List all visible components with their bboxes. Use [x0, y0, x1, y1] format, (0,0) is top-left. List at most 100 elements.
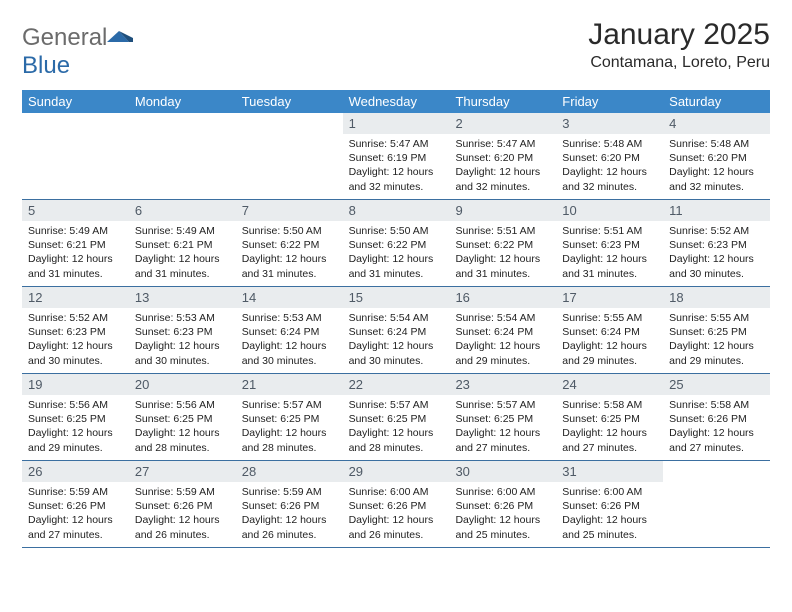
day-details: Sunrise: 5:48 AMSunset: 6:20 PMDaylight:…	[663, 134, 770, 199]
weekday-header: Sunday	[22, 90, 129, 113]
day-number: 9	[449, 200, 556, 221]
weekday-header: Saturday	[663, 90, 770, 113]
day-cell: 8Sunrise: 5:50 AMSunset: 6:22 PMDaylight…	[343, 200, 450, 286]
day-number: 19	[22, 374, 129, 395]
weeks-container: 1Sunrise: 5:47 AMSunset: 6:19 PMDaylight…	[22, 113, 770, 548]
day-number: 17	[556, 287, 663, 308]
day-details: Sunrise: 5:57 AMSunset: 6:25 PMDaylight:…	[449, 395, 556, 460]
week-row: 5Sunrise: 5:49 AMSunset: 6:21 PMDaylight…	[22, 200, 770, 287]
day-number: 26	[22, 461, 129, 482]
day-cell: 5Sunrise: 5:49 AMSunset: 6:21 PMDaylight…	[22, 200, 129, 286]
day-cell: 10Sunrise: 5:51 AMSunset: 6:23 PMDayligh…	[556, 200, 663, 286]
title-block: January 2025 Contamana, Loreto, Peru	[588, 18, 770, 72]
day-number: 15	[343, 287, 450, 308]
calendar: SundayMondayTuesdayWednesdayThursdayFrid…	[22, 90, 770, 548]
empty-cell	[663, 461, 770, 547]
day-cell: 31Sunrise: 6:00 AMSunset: 6:26 PMDayligh…	[556, 461, 663, 547]
day-number: 5	[22, 200, 129, 221]
empty-cell	[22, 113, 129, 199]
day-details: Sunrise: 6:00 AMSunset: 6:26 PMDaylight:…	[343, 482, 450, 547]
logo-word-general: General	[22, 24, 107, 51]
day-cell: 19Sunrise: 5:56 AMSunset: 6:25 PMDayligh…	[22, 374, 129, 460]
day-details: Sunrise: 5:59 AMSunset: 6:26 PMDaylight:…	[22, 482, 129, 547]
day-details: Sunrise: 5:49 AMSunset: 6:21 PMDaylight:…	[22, 221, 129, 286]
day-details: Sunrise: 5:49 AMSunset: 6:21 PMDaylight:…	[129, 221, 236, 286]
day-cell: 24Sunrise: 5:58 AMSunset: 6:25 PMDayligh…	[556, 374, 663, 460]
location: Contamana, Loreto, Peru	[588, 54, 770, 72]
day-number: 29	[343, 461, 450, 482]
day-details: Sunrise: 5:52 AMSunset: 6:23 PMDaylight:…	[22, 308, 129, 373]
day-cell: 16Sunrise: 5:54 AMSunset: 6:24 PMDayligh…	[449, 287, 556, 373]
day-details: Sunrise: 5:52 AMSunset: 6:23 PMDaylight:…	[663, 221, 770, 286]
logo-text: GeneralBlue	[22, 24, 133, 80]
day-number: 18	[663, 287, 770, 308]
day-cell: 3Sunrise: 5:48 AMSunset: 6:20 PMDaylight…	[556, 113, 663, 199]
logo: GeneralBlue	[22, 18, 133, 80]
day-cell: 9Sunrise: 5:51 AMSunset: 6:22 PMDaylight…	[449, 200, 556, 286]
day-cell: 14Sunrise: 5:53 AMSunset: 6:24 PMDayligh…	[236, 287, 343, 373]
day-details: Sunrise: 6:00 AMSunset: 6:26 PMDaylight:…	[449, 482, 556, 547]
page: GeneralBlue January 2025 Contamana, Lore…	[0, 0, 792, 566]
day-number: 6	[129, 200, 236, 221]
weekday-header: Friday	[556, 90, 663, 113]
day-number: 8	[343, 200, 450, 221]
day-number: 20	[129, 374, 236, 395]
day-number: 25	[663, 374, 770, 395]
day-details: Sunrise: 5:51 AMSunset: 6:22 PMDaylight:…	[449, 221, 556, 286]
day-cell: 26Sunrise: 5:59 AMSunset: 6:26 PMDayligh…	[22, 461, 129, 547]
month-title: January 2025	[588, 18, 770, 52]
day-details: Sunrise: 5:55 AMSunset: 6:24 PMDaylight:…	[556, 308, 663, 373]
weekday-header-row: SundayMondayTuesdayWednesdayThursdayFrid…	[22, 90, 770, 113]
day-number: 1	[343, 113, 450, 134]
day-details: Sunrise: 5:58 AMSunset: 6:25 PMDaylight:…	[556, 395, 663, 460]
weekday-header: Wednesday	[343, 90, 450, 113]
day-number: 31	[556, 461, 663, 482]
day-number: 4	[663, 113, 770, 134]
day-cell: 13Sunrise: 5:53 AMSunset: 6:23 PMDayligh…	[129, 287, 236, 373]
day-details: Sunrise: 5:57 AMSunset: 6:25 PMDaylight:…	[343, 395, 450, 460]
day-details: Sunrise: 5:54 AMSunset: 6:24 PMDaylight:…	[343, 308, 450, 373]
day-details: Sunrise: 5:57 AMSunset: 6:25 PMDaylight:…	[236, 395, 343, 460]
day-number: 10	[556, 200, 663, 221]
day-cell: 4Sunrise: 5:48 AMSunset: 6:20 PMDaylight…	[663, 113, 770, 199]
week-row: 1Sunrise: 5:47 AMSunset: 6:19 PMDaylight…	[22, 113, 770, 200]
weekday-header: Tuesday	[236, 90, 343, 113]
day-number: 2	[449, 113, 556, 134]
week-row: 19Sunrise: 5:56 AMSunset: 6:25 PMDayligh…	[22, 374, 770, 461]
day-number: 12	[22, 287, 129, 308]
day-cell: 15Sunrise: 5:54 AMSunset: 6:24 PMDayligh…	[343, 287, 450, 373]
day-number: 11	[663, 200, 770, 221]
day-cell: 1Sunrise: 5:47 AMSunset: 6:19 PMDaylight…	[343, 113, 450, 199]
header: GeneralBlue January 2025 Contamana, Lore…	[22, 18, 770, 80]
day-details: Sunrise: 5:51 AMSunset: 6:23 PMDaylight:…	[556, 221, 663, 286]
day-details: Sunrise: 5:54 AMSunset: 6:24 PMDaylight:…	[449, 308, 556, 373]
day-cell: 7Sunrise: 5:50 AMSunset: 6:22 PMDaylight…	[236, 200, 343, 286]
day-number: 14	[236, 287, 343, 308]
day-cell: 23Sunrise: 5:57 AMSunset: 6:25 PMDayligh…	[449, 374, 556, 460]
day-number: 3	[556, 113, 663, 134]
day-details: Sunrise: 5:55 AMSunset: 6:25 PMDaylight:…	[663, 308, 770, 373]
day-cell: 28Sunrise: 5:59 AMSunset: 6:26 PMDayligh…	[236, 461, 343, 547]
day-details: Sunrise: 5:53 AMSunset: 6:23 PMDaylight:…	[129, 308, 236, 373]
day-cell: 22Sunrise: 5:57 AMSunset: 6:25 PMDayligh…	[343, 374, 450, 460]
day-number: 7	[236, 200, 343, 221]
logo-word-blue: Blue	[22, 52, 70, 79]
day-cell: 12Sunrise: 5:52 AMSunset: 6:23 PMDayligh…	[22, 287, 129, 373]
day-details: Sunrise: 6:00 AMSunset: 6:26 PMDaylight:…	[556, 482, 663, 547]
day-details: Sunrise: 5:56 AMSunset: 6:25 PMDaylight:…	[129, 395, 236, 460]
day-cell: 17Sunrise: 5:55 AMSunset: 6:24 PMDayligh…	[556, 287, 663, 373]
day-number: 27	[129, 461, 236, 482]
day-cell: 6Sunrise: 5:49 AMSunset: 6:21 PMDaylight…	[129, 200, 236, 286]
day-details: Sunrise: 5:47 AMSunset: 6:19 PMDaylight:…	[343, 134, 450, 199]
day-details: Sunrise: 5:47 AMSunset: 6:20 PMDaylight:…	[449, 134, 556, 199]
day-number: 23	[449, 374, 556, 395]
day-number: 21	[236, 374, 343, 395]
logo-arrow-icon	[107, 24, 133, 42]
day-number: 22	[343, 374, 450, 395]
day-details: Sunrise: 5:59 AMSunset: 6:26 PMDaylight:…	[129, 482, 236, 547]
day-cell: 25Sunrise: 5:58 AMSunset: 6:26 PMDayligh…	[663, 374, 770, 460]
day-details: Sunrise: 5:50 AMSunset: 6:22 PMDaylight:…	[236, 221, 343, 286]
day-details: Sunrise: 5:48 AMSunset: 6:20 PMDaylight:…	[556, 134, 663, 199]
day-cell: 29Sunrise: 6:00 AMSunset: 6:26 PMDayligh…	[343, 461, 450, 547]
week-row: 12Sunrise: 5:52 AMSunset: 6:23 PMDayligh…	[22, 287, 770, 374]
